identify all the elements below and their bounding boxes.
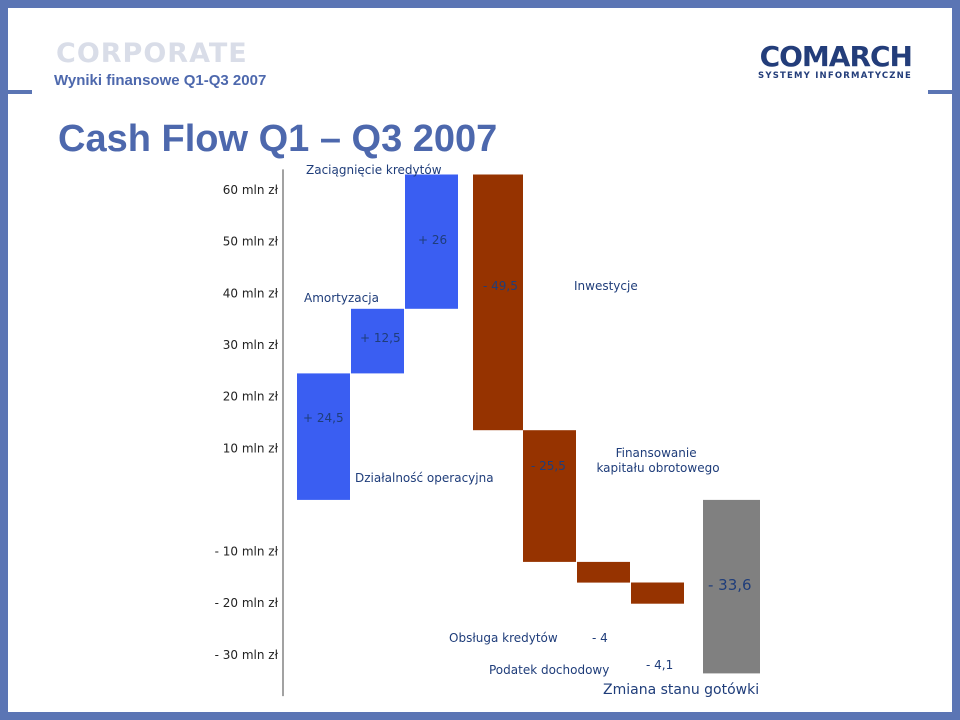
value-label-dzialalnosc-operacyjna: + 24,5	[303, 411, 344, 425]
y-tick-label: 60 mln zł	[223, 183, 279, 197]
y-tick-label: - 20 mln zł	[215, 596, 279, 610]
company-logo-tagline: SYSTEMY INFORMATYCZNE	[758, 71, 912, 81]
chart-annotations: Działalność operacyjna + 24,5 Amortyzacj…	[303, 163, 759, 698]
bar-total-8	[703, 499, 760, 674]
header-subtitle: Wyniki finansowe Q1-Q3 2007	[54, 72, 267, 89]
value-label-zaciagniecie-kredytow: + 26	[418, 233, 447, 247]
value-label-podatek-dochodowy: - 4,1	[646, 658, 673, 672]
y-tick-label: 40 mln zł	[223, 286, 279, 300]
bar-increase-2	[351, 308, 404, 374]
company-logo-name: COMARCH	[759, 40, 913, 73]
y-tick-label: 50 mln zł	[223, 235, 279, 249]
y-tick-label: - 10 mln zł	[215, 545, 279, 559]
value-label-obsluga-kredytow: - 4	[592, 631, 608, 645]
page-title: Cash Flow Q1 – Q3 2007	[58, 118, 498, 160]
bar-decrease-6	[577, 561, 630, 583]
bar-decrease-7	[631, 582, 684, 604]
y-tick-label: 30 mln zł	[223, 338, 279, 352]
y-axis-ticks: 60 mln zł 50 mln zł 40 mln zł 30 mln zł 20 m…	[215, 183, 279, 662]
bar-decrease-5	[523, 430, 576, 562]
y-tick-label: - 30 mln zł	[215, 648, 279, 662]
y-tick-label: 10 mln zł	[223, 441, 279, 455]
step-label-finansowanie-line-2: kapitału obrotowego	[596, 461, 719, 475]
step-label-zmiana-stanu-gotowki: Zmiana stanu gotówki	[603, 682, 759, 698]
bar-decrease-4	[473, 174, 523, 431]
value-label-amortyzacja: + 12,5	[360, 331, 401, 345]
header-brand: CORPORATE	[56, 38, 248, 69]
chart-bars	[297, 174, 760, 674]
step-label-dzialalnosc-operacyjna: Działalność operacyjna	[355, 471, 494, 485]
bar-increase-3	[405, 174, 458, 309]
header-rule-right	[928, 90, 952, 94]
header-rule-left	[8, 90, 32, 94]
step-label-finansowanie-line-1: Finansowanie	[616, 446, 697, 460]
step-label-zaciagniecie-kredytow: Zaciągnięcie kredytów	[306, 163, 442, 177]
step-label-amortyzacja: Amortyzacja	[304, 291, 379, 305]
step-label-podatek-dochodowy: Podatek dochodowy	[489, 663, 609, 677]
value-label-finansowanie-kapitalu: - 25,5	[531, 459, 566, 473]
step-label-obsluga-kredytow: Obsługa kredytów	[449, 631, 558, 645]
step-label-finansowanie-kapitalu: Finansowanie kapitału obrotowego	[596, 446, 719, 475]
waterfall-chart: 60 mln zł 50 mln zł 40 mln zł 30 mln zł 20 m…	[215, 163, 760, 698]
bar-increase-1	[297, 373, 350, 500]
y-tick-label: 20 mln zł	[223, 390, 279, 404]
value-label-inwestycje: - 49,5	[483, 279, 518, 293]
value-label-zmiana-stanu-gotowki: - 33,6	[708, 576, 752, 594]
step-label-inwestycje: Inwestycje	[574, 279, 638, 293]
